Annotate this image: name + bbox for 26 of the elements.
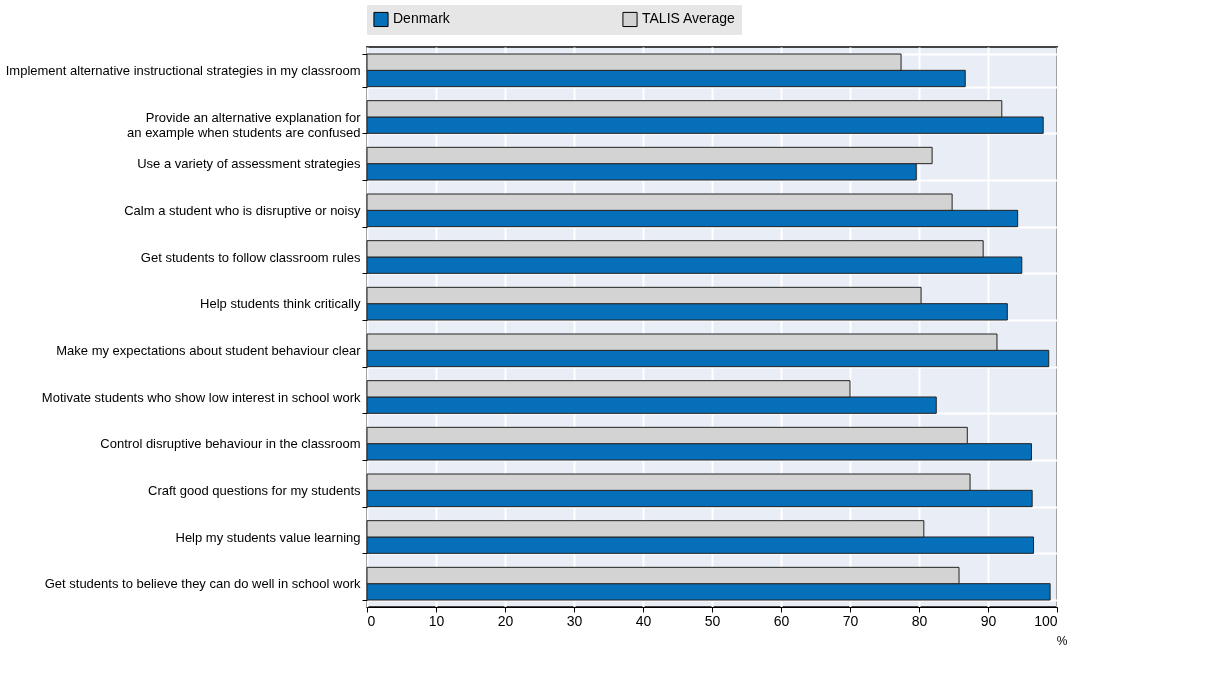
y-tick-label: Use a variety of assessment strategies [137, 156, 361, 172]
y-tick-label: Get students to follow classroom rules [140, 249, 361, 265]
y-tick-label: Calm a student who is disruptive or noisy [124, 202, 361, 218]
x-tick-label: 100 [1034, 612, 1058, 629]
y-tick-label: Motivate students who show low interest in school work [41, 389, 361, 405]
y-tick-label: Help students think critically [200, 296, 361, 312]
y-tick-label: Make my expectations about student behaviour clear [56, 342, 362, 358]
y-tick-label: Implement alternative instructional strategies in my classroom [5, 62, 361, 78]
y-tick-label: Control disruptive behaviour in the classroom [100, 436, 361, 452]
x-tick-label: 80 [911, 612, 928, 629]
x-tick-label: 90 [980, 612, 997, 629]
x-axis-title: % [1056, 633, 1068, 648]
y-tick-label: Provide an alternative explanation for an example when students are confused [127, 109, 362, 140]
y-tick-label: Craft good questions for my students [148, 482, 361, 498]
x-tick-label: 20 [497, 612, 514, 629]
y-tick-label: Help my students value learning [175, 529, 361, 545]
x-tick-label: 50 [704, 612, 721, 629]
legend-label: Denmark [393, 10, 451, 27]
x-tick-label: 40 [635, 612, 652, 629]
x-tick-label: 10 [428, 612, 445, 629]
x-tick-label: 60 [773, 612, 790, 629]
x-tick-label: 0 [367, 612, 376, 629]
x-tick-label: 70 [842, 612, 859, 629]
x-tick-label: 30 [566, 612, 583, 629]
legend-label: TALIS Average [642, 10, 736, 27]
y-tick-label: Get students to believe they can do well in school work [44, 576, 361, 592]
